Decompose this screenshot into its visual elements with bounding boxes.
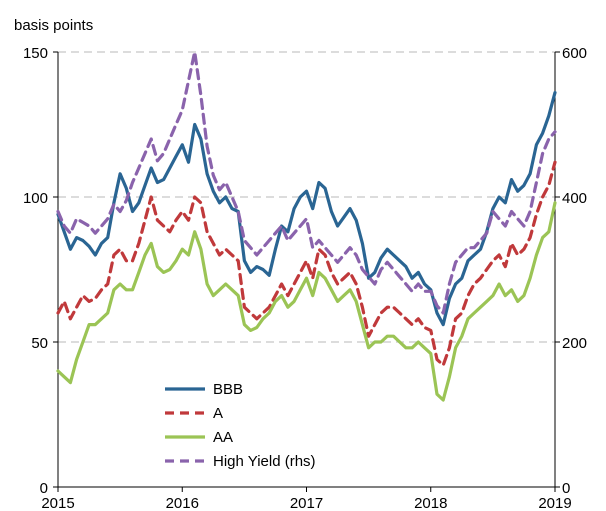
series-line-0 bbox=[56, 90, 557, 327]
legend-label: A bbox=[213, 405, 223, 422]
x-tick-label: 2015 bbox=[41, 495, 74, 511]
left-tick-label: 100 bbox=[23, 190, 48, 207]
x-tick-label: 2019 bbox=[538, 495, 571, 511]
legend-label: High Yield (rhs) bbox=[213, 453, 316, 470]
left-tick-label: 50 bbox=[31, 335, 48, 352]
x-tick-label: 2017 bbox=[290, 495, 323, 511]
gridlines bbox=[58, 51, 555, 343]
series-line-1 bbox=[56, 160, 557, 367]
series-lines bbox=[56, 50, 557, 402]
legend-label: BBB bbox=[213, 381, 243, 398]
right-tick-label: 200 bbox=[562, 335, 587, 352]
series-line-3 bbox=[56, 50, 557, 315]
series-line-2 bbox=[56, 201, 557, 402]
left-tick-label: 150 bbox=[23, 45, 48, 62]
y-axis-label: basis points bbox=[14, 17, 93, 34]
right-y-ticks: 0 200 400 600 bbox=[555, 45, 587, 497]
x-tick-label: 2018 bbox=[414, 495, 447, 511]
left-y-ticks: 0 50 100 150 bbox=[23, 45, 58, 497]
x-tick-label: 2016 bbox=[166, 495, 199, 511]
right-tick-label: 400 bbox=[562, 190, 587, 207]
left-tick-label: 0 bbox=[40, 480, 48, 497]
right-tick-label: 0 bbox=[562, 480, 570, 497]
right-tick-label: 600 bbox=[562, 45, 587, 62]
axes bbox=[57, 52, 556, 488]
legend-label: AA bbox=[213, 429, 233, 446]
x-ticks: 2015 2016 2017 2018 2019 bbox=[41, 487, 572, 511]
